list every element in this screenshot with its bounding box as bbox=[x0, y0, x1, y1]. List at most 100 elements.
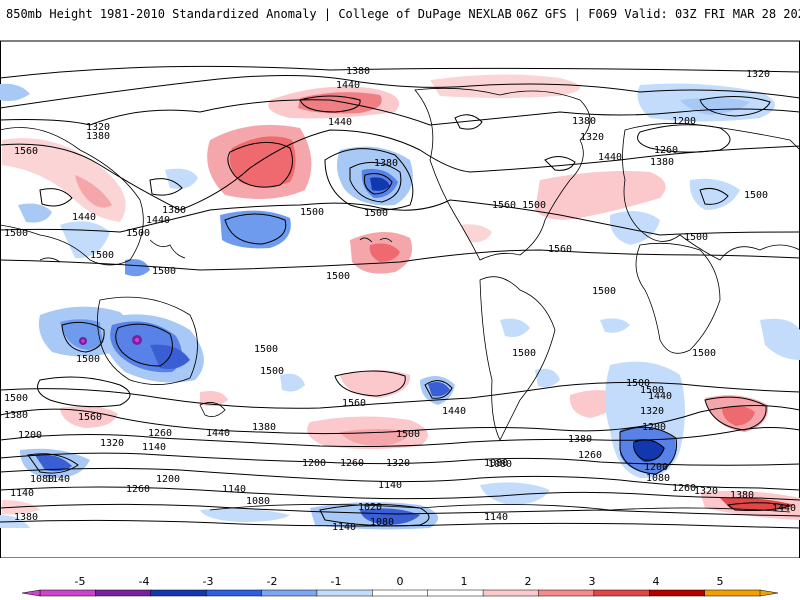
colorbar: -5 -4 -3 -2 -1 0 1 2 3 4 5 bbox=[21, 575, 779, 597]
contour-label: 1500 bbox=[76, 354, 100, 365]
contour-label: 1440 bbox=[328, 117, 352, 128]
contour-labels: 1380 1440 1320 1320 1380 1560 1440 1380 … bbox=[4, 66, 796, 533]
contour-label: 1260 bbox=[654, 145, 678, 156]
colorbar-swatch bbox=[316, 589, 374, 597]
contour-label: 1500 bbox=[90, 250, 114, 261]
contour-label: 1080 bbox=[246, 496, 270, 507]
contour-label: 1140 bbox=[332, 522, 356, 533]
contour-label: 1140 bbox=[10, 488, 34, 499]
contour-label: 1200 bbox=[302, 458, 326, 469]
contour-label: 1440 bbox=[598, 152, 622, 163]
contour-label: 1380 bbox=[572, 116, 596, 127]
colorbar-high-arrow bbox=[759, 589, 779, 597]
contour-label: 1560 bbox=[342, 398, 366, 409]
height-contours bbox=[0, 65, 800, 529]
colorbar-tick-label: 4 bbox=[653, 575, 660, 588]
contour-label: 1200 bbox=[642, 422, 666, 433]
colorbar-tick-label: -1 bbox=[331, 575, 342, 588]
contour-label: 1020 bbox=[358, 502, 382, 513]
contour-label: 1200 bbox=[156, 474, 180, 485]
colorbar-swatch bbox=[205, 589, 263, 597]
contour-label: 1440 bbox=[206, 428, 230, 439]
colorbar-swatch bbox=[39, 589, 97, 597]
contour-label: 1500 bbox=[4, 393, 28, 404]
contour-label: 1320 bbox=[386, 458, 410, 469]
contour-label: 1260 bbox=[148, 428, 172, 439]
contour-label: 1440 bbox=[442, 406, 466, 417]
contour-label: 1380 bbox=[86, 131, 110, 142]
colorbar-swatches bbox=[21, 589, 779, 597]
contour-label: 1380 bbox=[162, 205, 186, 216]
colorbar-swatch bbox=[95, 589, 152, 597]
contour-label: 1200 bbox=[672, 116, 696, 127]
contour-label: 1440 bbox=[72, 212, 96, 223]
contour-label: 1380 bbox=[374, 158, 398, 169]
contour-label: 1500 bbox=[512, 348, 536, 359]
map-frame bbox=[0, 40, 800, 558]
contour-label: 1560 bbox=[548, 244, 572, 255]
contour-label: 1500 bbox=[692, 348, 716, 359]
contour-label: 1080 bbox=[30, 474, 54, 485]
contour-label: 1080 bbox=[484, 458, 508, 469]
contour-label: 1440 bbox=[146, 215, 170, 226]
colorbar-tick-label: 2 bbox=[525, 575, 532, 588]
colorbar-tick-label: -3 bbox=[203, 575, 214, 588]
contour-label: 1320 bbox=[86, 122, 110, 133]
coastlines bbox=[0, 87, 800, 513]
contour-label: 1500 bbox=[522, 200, 546, 211]
contour-label: 1500 bbox=[326, 271, 350, 282]
contour-label: 1380 bbox=[650, 157, 674, 168]
map-title: 850mb Height 1981-2010 Standardized Anom… bbox=[6, 7, 512, 21]
contour-label: 1500 bbox=[364, 208, 388, 219]
contour-label: 1140 bbox=[46, 474, 70, 485]
colorbar-swatch bbox=[372, 589, 429, 597]
colorbar-swatch bbox=[427, 589, 484, 597]
contour-label: 1260 bbox=[578, 450, 602, 461]
contour-label: 1260 bbox=[126, 484, 150, 495]
contour-label: 1560 bbox=[492, 200, 516, 211]
contour-label: 1440 bbox=[336, 80, 360, 91]
valid-time-label: 06Z GFS | F069 Valid: 03Z FRI MAR 28 202… bbox=[516, 7, 800, 21]
contour-label: 1380 bbox=[4, 410, 28, 421]
contour-label: 1380 bbox=[568, 434, 592, 445]
contour-label: 1500 bbox=[640, 385, 664, 396]
contour-label: 1260 bbox=[340, 458, 364, 469]
colorbar-tick-label: 5 bbox=[717, 575, 724, 588]
contour-label: 1500 bbox=[300, 207, 324, 218]
contour-label: 1320 bbox=[694, 486, 718, 497]
contour-label: 1500 bbox=[260, 366, 284, 377]
contour-label: 1140 bbox=[484, 512, 508, 523]
contour-label: 1500 bbox=[152, 266, 176, 277]
contour-label: 1440 bbox=[648, 391, 672, 402]
contour-label: 1500 bbox=[744, 190, 768, 201]
contour-label: 1380 bbox=[14, 512, 38, 523]
contour-label: 1500 bbox=[4, 228, 28, 239]
header-bar: 850mb Height 1981-2010 Standardized Anom… bbox=[0, 0, 800, 26]
contour-label: 1320 bbox=[640, 406, 664, 417]
colorbar-low-arrow bbox=[21, 589, 41, 597]
colorbar-tick-label: 0 bbox=[397, 575, 404, 588]
contour-label: 1320 bbox=[100, 438, 124, 449]
contour-label: 1200 bbox=[644, 462, 668, 473]
contour-label: 1440 bbox=[772, 503, 796, 514]
colorbar-swatch bbox=[482, 589, 540, 597]
colorbar-tick-label: 3 bbox=[589, 575, 596, 588]
contour-label: 1500 bbox=[684, 232, 708, 243]
contour-label: 1080 bbox=[370, 517, 394, 528]
contour-label: 1500 bbox=[126, 228, 150, 239]
contour-label: 1320 bbox=[746, 69, 770, 80]
colorbar-swatch bbox=[261, 589, 318, 597]
contour-label: 1140 bbox=[378, 480, 402, 491]
contour-label: 1380 bbox=[730, 490, 754, 501]
colorbar-swatch bbox=[150, 589, 207, 597]
contour-label: 1500 bbox=[396, 429, 420, 440]
colorbar-ticks: -5 -4 -3 -2 -1 0 1 2 3 4 5 bbox=[75, 575, 724, 588]
colorbar-tick-label: 1 bbox=[461, 575, 468, 588]
contour-label: 1500 bbox=[626, 378, 650, 389]
contour-label: 1500 bbox=[592, 286, 616, 297]
contour-label: 1080 bbox=[488, 459, 512, 470]
contour-label: 1140 bbox=[222, 484, 246, 495]
contour-label: 1140 bbox=[142, 442, 166, 453]
contour-label: 1260 bbox=[672, 483, 696, 494]
colorbar-swatch bbox=[648, 589, 706, 597]
